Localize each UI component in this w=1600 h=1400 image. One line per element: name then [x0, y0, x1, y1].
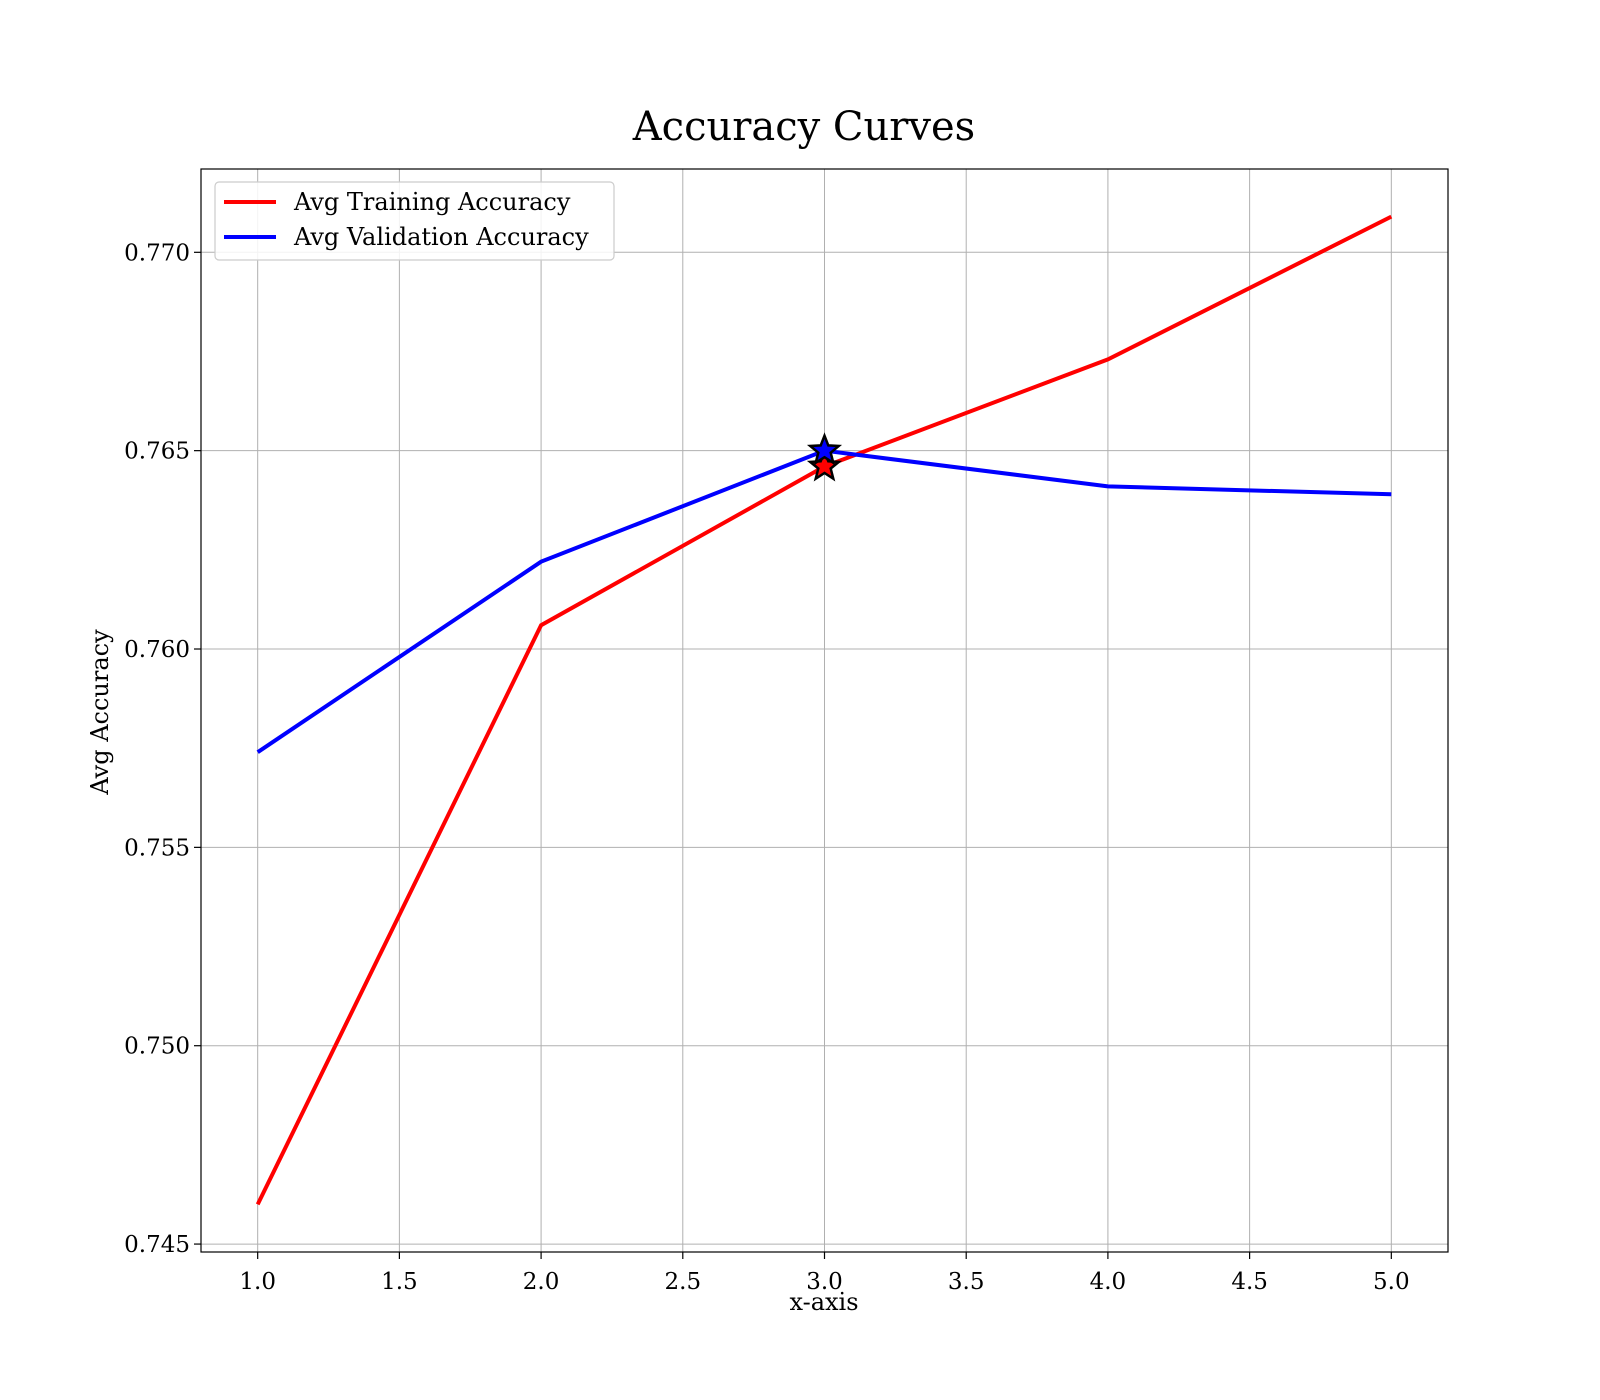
y-axis-ticks: 0.745 0.750 0.755 0.760 0.765 0.770: [124, 240, 201, 1258]
y-tick-label: 0.760: [124, 637, 190, 663]
star-markers: [806, 432, 843, 482]
y-tick-label: 0.750: [124, 1034, 190, 1060]
x-axis-label: x-axis: [789, 1288, 858, 1316]
x-tick-label: 4.0: [1090, 1269, 1127, 1295]
chart-title: Accuracy Curves: [632, 104, 975, 150]
grid-lines: [201, 169, 1448, 1252]
star-marker-1: [806, 432, 843, 466]
x-tick-label: 4.5: [1231, 1269, 1268, 1295]
x-axis-ticks: 1.0 1.5 2.0 2.5 3.0 3.5 4.0 4.5 5.0: [239, 1252, 1410, 1295]
y-axis-label: Avg Accuracy: [86, 629, 114, 796]
x-tick-label: 1.0: [239, 1269, 276, 1295]
y-tick-label: 0.770: [124, 240, 190, 266]
x-tick-label: 5.0: [1373, 1269, 1410, 1295]
y-tick-label: 0.745: [124, 1232, 190, 1258]
x-tick-label: 2.5: [665, 1269, 702, 1295]
y-tick-label: 0.765: [124, 439, 190, 465]
star-marker-0: [806, 448, 843, 482]
x-tick-label: 3.5: [948, 1269, 985, 1295]
y-tick-label: 0.755: [124, 835, 190, 861]
legend-box: [214, 181, 615, 261]
x-tick-label: 1.5: [381, 1269, 418, 1295]
x-tick-label: 2.0: [523, 1269, 560, 1295]
x-tick-label: 3.0: [806, 1269, 843, 1295]
legend-label-1: Avg Validation Accuracy: [293, 223, 589, 251]
legend: Avg Training Accuracy Avg Validation Accu…: [214, 181, 615, 261]
legend-label-0: Avg Training Accuracy: [293, 188, 571, 216]
